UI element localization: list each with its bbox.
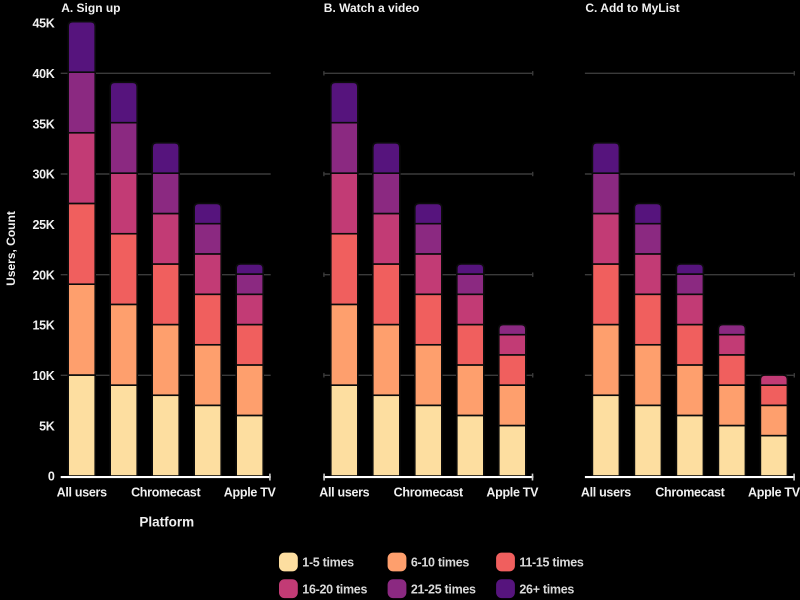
svg-text:26+ times: 26+ times	[519, 582, 574, 596]
svg-text:1-5 times: 1-5 times	[302, 556, 354, 570]
svg-text:Chromecast: Chromecast	[655, 486, 725, 500]
svg-text:16-20 times: 16-20 times	[302, 582, 367, 596]
svg-text:15K: 15K	[32, 319, 54, 333]
svg-text:Apple TV: Apple TV	[486, 486, 539, 500]
svg-text:6-10 times: 6-10 times	[411, 556, 469, 570]
svg-text:Chromecast: Chromecast	[394, 486, 464, 500]
svg-text:A. Sign up: A. Sign up	[61, 1, 120, 15]
svg-text:40K: 40K	[32, 67, 54, 81]
svg-text:B. Watch a video: B. Watch a video	[324, 1, 420, 15]
svg-text:Chromecast: Chromecast	[131, 486, 201, 500]
svg-text:10K: 10K	[32, 369, 54, 383]
svg-text:21-25 times: 21-25 times	[411, 582, 476, 596]
svg-text:45K: 45K	[32, 17, 54, 31]
svg-text:All users: All users	[319, 486, 369, 500]
svg-text:C. Add to MyList: C. Add to MyList	[585, 1, 679, 15]
svg-text:25K: 25K	[32, 218, 54, 232]
svg-text:30K: 30K	[32, 168, 54, 182]
svg-text:20K: 20K	[32, 268, 54, 282]
svg-text:11-15 times: 11-15 times	[519, 556, 583, 570]
svg-text:0: 0	[48, 470, 55, 484]
svg-text:Apple TV: Apple TV	[748, 486, 800, 500]
svg-text:Users, Count: Users, Count	[4, 211, 18, 286]
svg-text:All users: All users	[581, 486, 631, 500]
svg-text:All users: All users	[57, 486, 107, 500]
svg-text:Platform: Platform	[139, 515, 194, 530]
svg-text:5K: 5K	[39, 419, 55, 433]
svg-text:Apple TV: Apple TV	[224, 486, 277, 500]
svg-text:35K: 35K	[32, 117, 54, 131]
